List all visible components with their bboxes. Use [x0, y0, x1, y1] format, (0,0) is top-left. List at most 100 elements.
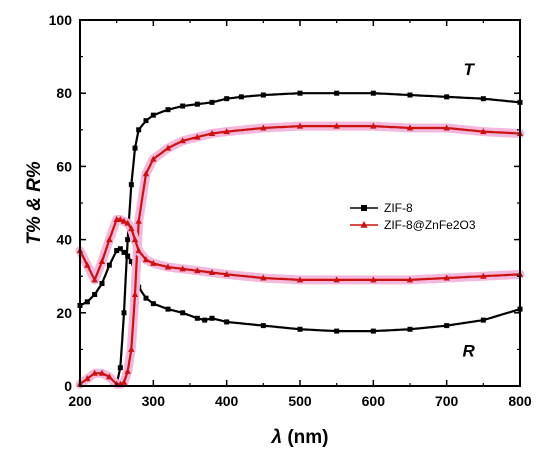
data-point	[202, 317, 208, 323]
plot-area	[75, 90, 525, 389]
data-point	[132, 145, 138, 151]
data-point	[150, 301, 156, 307]
x-tick-label: 700	[435, 393, 459, 409]
series-zif8-t-curve	[79, 92, 521, 386]
data-point	[260, 124, 267, 131]
data-point	[406, 124, 414, 131]
data-point	[120, 378, 128, 385]
data-point	[333, 122, 340, 129]
data-point	[106, 262, 112, 268]
data-point	[370, 90, 376, 96]
data-point	[91, 276, 98, 283]
y-tick-label: 0	[64, 378, 72, 394]
y-tick-label: 20	[56, 305, 72, 321]
x-axis-unit: (nm)	[282, 427, 328, 448]
series-zif8	[77, 90, 523, 387]
data-point	[179, 265, 186, 272]
data-point	[164, 263, 172, 270]
data-point	[444, 323, 450, 329]
data-point	[84, 261, 91, 268]
data-point	[370, 122, 377, 129]
data-point	[114, 248, 120, 254]
data-point	[296, 122, 304, 129]
data-point	[106, 236, 113, 243]
data-point	[164, 144, 172, 151]
data-point	[334, 90, 340, 96]
data-point	[91, 369, 98, 376]
data-point	[444, 94, 450, 100]
data-point	[480, 272, 487, 279]
data-point	[120, 217, 128, 224]
data-point	[124, 367, 131, 374]
data-point	[131, 236, 139, 243]
x-axis-title: λ (nm)	[270, 427, 328, 448]
data-point	[224, 96, 230, 102]
x-tick-label: 800	[508, 393, 532, 409]
axes: 200 300 400 500 600 700 800 0 20 40 60 80 100	[49, 12, 532, 409]
data-point	[165, 107, 171, 113]
data-point	[179, 137, 186, 144]
data-point	[297, 90, 303, 96]
data-point	[124, 219, 131, 226]
x-tick-label: 500	[288, 393, 312, 409]
data-point	[443, 274, 450, 281]
x-axis-symbol: λ	[270, 427, 282, 448]
data-point	[194, 101, 200, 107]
legend-entry-zif8: ZIF-8	[350, 201, 413, 215]
data-point	[142, 170, 150, 177]
data-point	[125, 253, 131, 259]
legend-label-zif8: ZIF-8	[384, 201, 413, 215]
data-point	[136, 127, 142, 133]
data-point	[150, 259, 157, 266]
data-point	[128, 225, 135, 232]
annotation-t: T	[463, 60, 475, 79]
data-point	[370, 276, 377, 283]
data-point	[180, 103, 186, 109]
data-point	[208, 269, 216, 276]
y-tick-label: 80	[56, 85, 72, 101]
data-point	[480, 317, 486, 323]
data-point	[209, 315, 215, 321]
data-point	[128, 345, 135, 352]
annotation-r: R	[463, 342, 476, 361]
data-point	[165, 306, 171, 312]
data-point	[84, 299, 90, 305]
data-point	[135, 217, 142, 224]
data-point	[143, 295, 149, 301]
data-point	[480, 96, 486, 102]
data-point	[128, 182, 134, 188]
data-point	[407, 92, 413, 98]
data-point	[370, 328, 376, 334]
data-point	[260, 274, 267, 281]
data-point	[143, 118, 149, 124]
data-point	[180, 310, 186, 316]
data-point	[406, 276, 414, 283]
data-point	[480, 128, 487, 135]
y-axis-title: T% & R%	[24, 161, 45, 245]
data-point	[135, 247, 142, 254]
y-tick-label: 100	[49, 12, 73, 28]
data-point	[223, 128, 230, 135]
data-point	[238, 94, 244, 100]
legend-marker	[361, 205, 367, 211]
data-point	[209, 99, 215, 105]
data-point	[223, 270, 230, 277]
data-point	[260, 92, 266, 98]
data-point	[150, 155, 157, 162]
data-point	[194, 315, 200, 321]
data-point	[208, 129, 216, 136]
data-point	[260, 323, 266, 329]
data-point	[98, 258, 106, 265]
data-point	[121, 310, 127, 316]
data-point	[150, 112, 156, 118]
data-point	[333, 276, 340, 283]
data-point	[98, 369, 106, 376]
data-point	[84, 375, 91, 382]
data-point	[334, 328, 340, 334]
y-tick-label: 60	[56, 158, 72, 174]
x-tick-label: 400	[215, 393, 239, 409]
data-point	[106, 373, 113, 380]
x-tick-label: 200	[68, 393, 92, 409]
data-point	[92, 292, 98, 297]
